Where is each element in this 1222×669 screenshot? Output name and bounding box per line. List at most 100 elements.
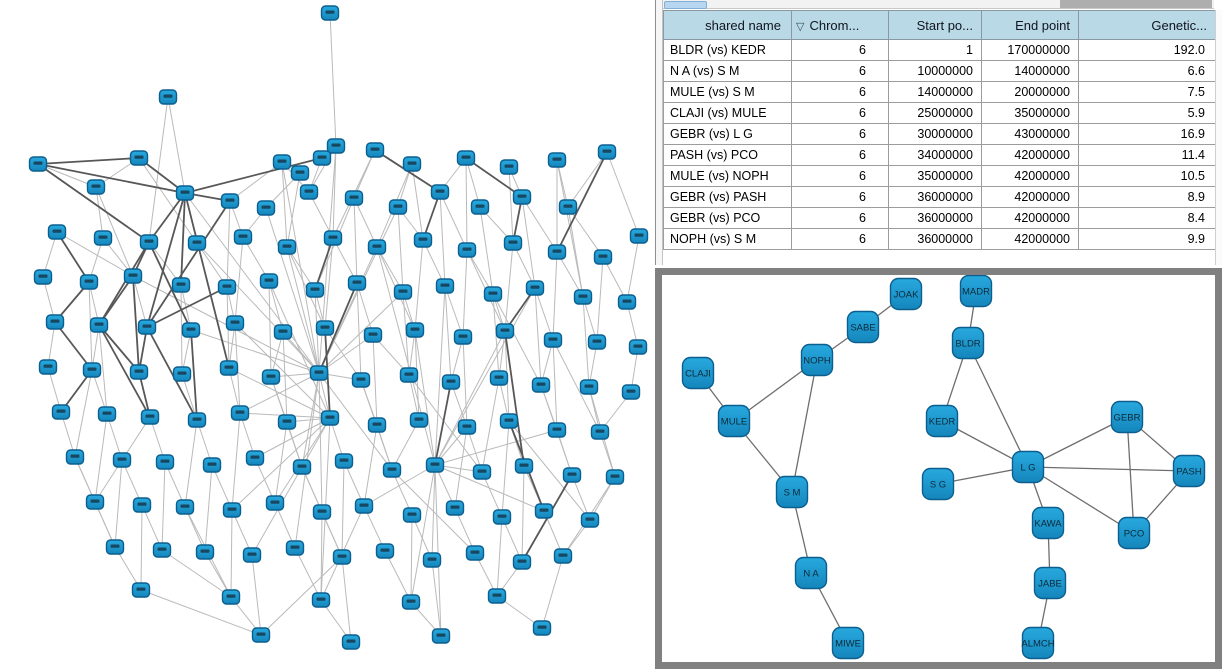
network-node[interactable] — [629, 228, 649, 244]
network-node[interactable] — [503, 235, 523, 251]
network-node[interactable] — [425, 457, 445, 473]
network-node-joak[interactable]: JOAK — [889, 277, 923, 311]
network-node[interactable] — [86, 179, 106, 195]
column-header-start-point[interactable]: Start po... — [888, 10, 982, 40]
network-node[interactable] — [181, 322, 201, 338]
network-node[interactable] — [453, 329, 473, 345]
network-node[interactable] — [499, 159, 519, 175]
network-node[interactable] — [245, 450, 265, 466]
table-row[interactable]: GEBR (vs) PCO 6 36000000 42000000 8.4 — [663, 207, 1216, 229]
network-node[interactable] — [492, 509, 512, 525]
network-node[interactable] — [628, 339, 648, 355]
network-node[interactable] — [140, 409, 160, 425]
network-node[interactable] — [382, 462, 402, 478]
network-node[interactable] — [93, 230, 113, 246]
network-node[interactable] — [375, 543, 395, 559]
network-node[interactable] — [315, 320, 335, 336]
column-header-genetic[interactable]: Genetic... — [1078, 10, 1216, 40]
network-node-pash[interactable]: PASH — [1172, 454, 1206, 488]
network-node[interactable] — [580, 512, 600, 528]
network-node[interactable] — [305, 282, 325, 298]
network-node[interactable] — [553, 548, 573, 564]
network-node[interactable] — [465, 545, 485, 561]
network-node[interactable] — [487, 588, 507, 604]
network-node[interactable] — [217, 279, 237, 295]
network-node[interactable] — [534, 503, 554, 519]
network-node[interactable] — [105, 539, 125, 555]
network-node[interactable] — [341, 634, 361, 650]
network-node[interactable] — [388, 199, 408, 215]
network-node-pco[interactable]: PCO — [1117, 516, 1151, 550]
network-node[interactable] — [621, 384, 641, 400]
network-node[interactable] — [129, 150, 149, 166]
network-node[interactable] — [365, 142, 385, 158]
table-row[interactable]: MULE (vs) NOPH 6 35000000 42000000 10.5 — [663, 165, 1216, 187]
column-header-end-point[interactable]: End point — [981, 10, 1079, 40]
network-node[interactable] — [312, 150, 332, 166]
network-node[interactable] — [512, 554, 532, 570]
network-node[interactable] — [309, 365, 329, 381]
network-node[interactable] — [413, 232, 433, 248]
network-node[interactable] — [354, 498, 374, 514]
column-header-chromosome[interactable]: ▽ Chrom... — [791, 10, 889, 40]
network-node[interactable] — [401, 594, 421, 610]
detail-network-panel[interactable]: JOAK MADR SABE NOPH BLDR CLAJI MULE KEDR GEBR L G… — [655, 268, 1222, 669]
network-node[interactable] — [265, 495, 285, 511]
network-node[interactable] — [351, 372, 371, 388]
network-node[interactable] — [457, 419, 477, 435]
network-node[interactable] — [273, 324, 293, 340]
network-node[interactable] — [470, 199, 490, 215]
table-row[interactable]: PASH (vs) PCO 6 34000000 42000000 11.4 — [663, 144, 1216, 166]
network-node[interactable] — [573, 289, 593, 305]
network-node[interactable] — [405, 322, 425, 338]
table-row[interactable]: CLAJI (vs) MULE 6 25000000 35000000 5.9 — [663, 102, 1216, 124]
horizontal-scrollbar[interactable] — [663, 0, 1214, 9]
network-node[interactable] — [435, 278, 455, 294]
column-header-shared-name[interactable]: shared name — [663, 10, 792, 40]
network-node[interactable] — [129, 364, 149, 380]
network-node[interactable] — [51, 404, 71, 420]
network-node[interactable] — [292, 459, 312, 475]
network-node[interactable] — [402, 507, 422, 523]
network-node[interactable] — [431, 628, 451, 644]
network-node[interactable] — [597, 144, 617, 160]
network-node[interactable] — [323, 230, 343, 246]
network-node[interactable] — [219, 360, 239, 376]
network-node[interactable] — [547, 422, 567, 438]
network-node[interactable] — [220, 193, 240, 209]
network-node[interactable] — [277, 414, 297, 430]
network-node[interactable] — [543, 332, 563, 348]
network-node[interactable] — [187, 412, 207, 428]
network-node-s-g[interactable]: S G — [921, 467, 955, 501]
network-node[interactable] — [422, 552, 442, 568]
scrollbar-thumb[interactable] — [664, 1, 707, 9]
table-vertical-scrollbar[interactable] — [1215, 10, 1222, 265]
network-node[interactable] — [277, 239, 297, 255]
network-node[interactable] — [326, 138, 346, 154]
detail-network-canvas[interactable]: JOAK MADR SABE NOPH BLDR CLAJI MULE KEDR GEBR L G… — [662, 275, 1215, 662]
network-node[interactable] — [137, 319, 157, 335]
network-node[interactable] — [593, 249, 613, 265]
network-node-l-g[interactable]: L G — [1011, 450, 1045, 484]
network-node[interactable] — [547, 152, 567, 168]
network-node[interactable] — [221, 589, 241, 605]
table-row[interactable]: MULE (vs) S M 6 14000000 20000000 7.5 — [663, 81, 1216, 103]
network-node[interactable] — [441, 374, 461, 390]
network-node[interactable] — [222, 502, 242, 518]
table-row[interactable]: N A (vs) S M 6 10000000 14000000 6.6 — [663, 60, 1216, 82]
network-node[interactable] — [399, 367, 419, 383]
network-node[interactable] — [225, 315, 245, 331]
network-node[interactable] — [175, 185, 195, 201]
network-node-bldr[interactable]: BLDR — [951, 326, 985, 360]
network-node[interactable] — [172, 366, 192, 382]
network-node[interactable] — [79, 274, 99, 290]
network-node[interactable] — [242, 547, 262, 563]
network-node[interactable] — [256, 200, 276, 216]
network-node[interactable] — [97, 406, 117, 422]
network-node[interactable] — [89, 317, 109, 333]
network-node-claji[interactable]: CLAJI — [681, 356, 715, 390]
network-node[interactable] — [195, 544, 215, 560]
network-node[interactable] — [347, 275, 367, 291]
network-node[interactable] — [547, 244, 567, 260]
network-node[interactable] — [155, 454, 175, 470]
